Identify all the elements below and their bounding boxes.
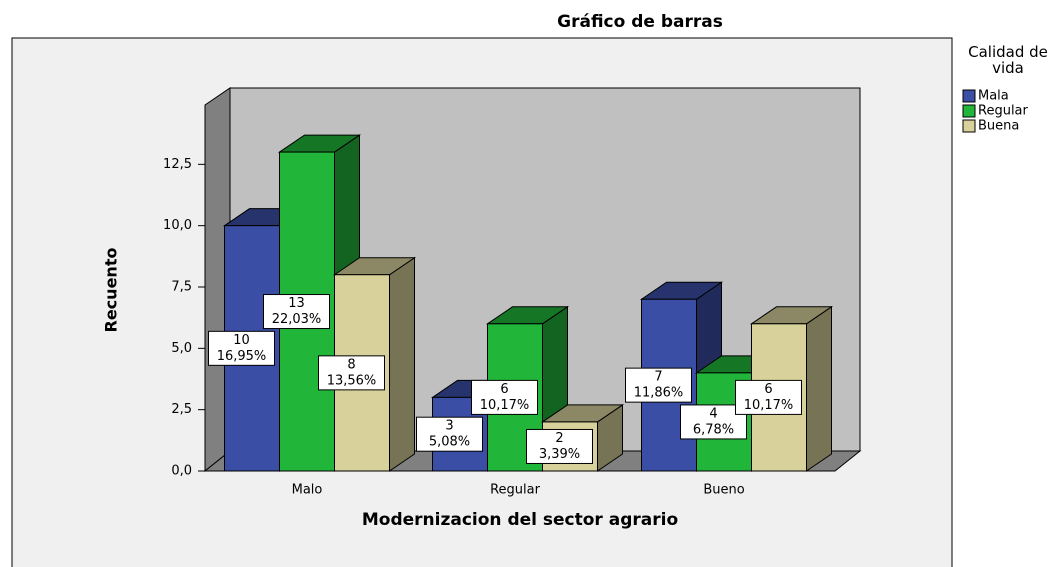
legend-label: Mala: [978, 89, 1009, 104]
value-label: 10,17%: [744, 398, 794, 413]
x-tick-label: Bueno: [703, 483, 744, 498]
y-tick-label: 12,5: [163, 157, 192, 172]
y-tick-label: 0,0: [171, 464, 192, 479]
value-label-box: [625, 367, 692, 403]
y-tick-label: 5,0: [171, 341, 192, 356]
value-label-box: [526, 428, 593, 464]
value-label: 16,95%: [217, 349, 267, 364]
value-label: 10: [233, 333, 250, 348]
value-label: 4: [709, 406, 717, 421]
legend-swatch: [962, 119, 976, 133]
value-label-box: [735, 379, 802, 415]
value-label-box: [471, 379, 538, 415]
value-label-box: [318, 355, 385, 391]
value-label-box: [263, 294, 330, 330]
value-label-box: [208, 330, 275, 366]
value-label: 7: [654, 370, 662, 385]
x-tick-label: Malo: [292, 483, 323, 498]
value-label: 6: [500, 382, 508, 397]
value-label: 6: [764, 382, 772, 397]
chart-title: Gráfico de barras: [557, 12, 723, 32]
value-label: 22,03%: [272, 312, 322, 327]
value-label: 11,86%: [634, 386, 684, 401]
legend-swatch: [962, 89, 976, 103]
value-label: 3: [445, 419, 453, 434]
value-label: 13,56%: [327, 373, 377, 388]
value-label: 3,39%: [539, 447, 580, 462]
value-label: 13: [288, 296, 305, 311]
value-label: 2: [555, 431, 563, 446]
value-label: 6,78%: [693, 422, 734, 437]
value-label: 8: [347, 357, 355, 372]
legend-label: Regular: [978, 104, 1029, 119]
x-tick-label: Regular: [490, 483, 541, 498]
y-tick-label: 10,0: [163, 218, 192, 233]
bar-side: [389, 256, 415, 472]
value-label-box: [416, 416, 483, 452]
legend-label: Buena: [978, 119, 1019, 134]
y-tick-label: 2,5: [171, 402, 192, 417]
bar-side: [806, 305, 832, 472]
x-axis-label: Modernizacion del sector agrario: [362, 510, 678, 530]
y-axis-label: Recuento: [102, 248, 121, 333]
legend-swatch: [962, 104, 976, 118]
legend-title: Calidad de vida: [968, 43, 1048, 77]
value-label: 10,17%: [480, 398, 530, 413]
value-label: 5,08%: [429, 435, 470, 450]
y-tick-label: 7,5: [171, 280, 192, 295]
